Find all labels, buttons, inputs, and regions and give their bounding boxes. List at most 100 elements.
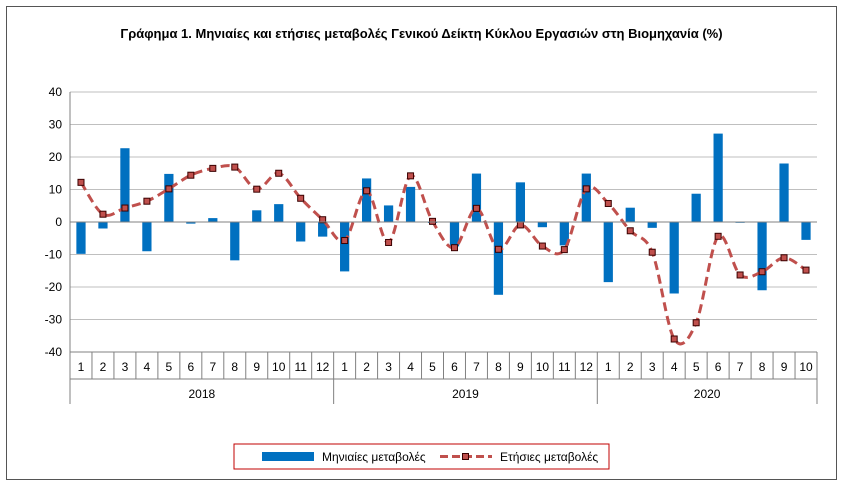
monthly-bars [76,133,811,295]
y-tick-label: 0 [55,215,62,229]
monthly-bar [340,222,350,272]
monthly-bar [164,173,174,222]
month-label: 7 [209,360,216,374]
y-tick-label: 40 [49,85,63,99]
y-tick-label: 30 [49,118,63,132]
month-label: 2 [627,360,634,374]
month-label: 3 [649,360,656,374]
monthly-bar [713,133,723,222]
annual-change-marker [165,185,173,193]
monthly-bar [76,222,86,254]
annual-change-marker [77,178,85,186]
month-label: 6 [451,360,458,374]
monthly-bar [142,222,152,252]
annual-line [77,163,810,346]
annual-change-marker [297,194,305,202]
monthly-bar [757,222,767,291]
month-label: 4 [144,360,151,374]
annual-change-marker [341,237,349,245]
annual-change-marker [626,227,634,235]
y-tick-label: -10 [45,248,63,262]
month-label: 9 [781,360,788,374]
monthly-bar [186,222,196,224]
annual-change-marker [231,163,239,171]
annual-change-marker [385,238,393,246]
month-label: 12 [580,360,594,374]
annual-change-marker [407,172,415,180]
y-tick-label: -40 [45,345,63,359]
month-label: 9 [517,360,524,374]
month-label: 8 [231,360,238,374]
monthly-bar [669,222,679,294]
month-label: 4 [671,360,678,374]
annual-change-marker [560,246,568,254]
annual-change-marker [363,187,371,195]
monthly-bar [296,222,306,242]
month-label: 11 [558,360,571,374]
year-label: 2018 [188,387,215,401]
monthly-bar [405,186,416,222]
monthly-bar [801,222,811,240]
chart-title: Γράφημα 1. Μηνιαίες και ετήσιες μεταβολέ… [120,26,723,41]
annual-change-marker [99,210,107,218]
month-label: 6 [187,360,194,374]
monthly-bar [449,222,460,247]
annual-change-marker [780,254,788,262]
monthly-bar [98,222,108,229]
annual-change-marker [582,185,590,193]
month-label: 10 [536,360,550,374]
annual-change-marker [494,245,502,253]
annual-change-marker [538,242,546,250]
legend-line-marker [462,453,469,460]
annual-change-marker [670,335,678,343]
month-label: 1 [78,360,85,374]
legend-line-label: Ετήσιες μεταβολές [500,450,598,464]
month-label: 12 [316,360,330,374]
annual-change-marker [802,266,810,274]
monthly-bar [274,204,284,222]
monthly-bar [318,222,328,237]
annual-change-marker [209,164,217,172]
month-label: 3 [122,360,129,374]
monthly-bar [647,222,657,228]
annual-change-marker [604,199,612,207]
month-label: 2 [363,360,370,374]
monthly-bar [537,222,547,228]
monthly-bar [383,205,394,222]
month-label: 7 [737,360,744,374]
annual-change-marker [472,204,480,212]
annual-change-marker [758,268,766,276]
y-tick-label: -30 [45,313,63,327]
month-label: 7 [473,360,480,374]
annual-change-marker [187,171,195,179]
monthly-bar [625,207,635,222]
month-label: 9 [253,360,260,374]
month-label: 2 [100,360,107,374]
month-label: 1 [341,360,348,374]
annual-change-marker [429,217,437,225]
month-label: 8 [495,360,502,374]
month-label: 8 [759,360,766,374]
annual-change-marker [253,185,261,193]
monthly-bar [559,222,569,246]
monthly-bar [120,148,130,222]
month-label: 11 [294,360,307,374]
annual-change-marker [736,271,744,279]
month-label: 5 [429,360,436,374]
month-label: 5 [693,360,700,374]
annual-change-marker [714,232,722,240]
month-label: 3 [385,360,392,374]
month-label: 6 [715,360,722,374]
monthly-bar [361,178,372,222]
month-label: 5 [166,360,173,374]
month-label: 1 [605,360,612,374]
annual-change-marker [319,216,327,224]
y-tick-label: -20 [45,280,63,294]
monthly-bar [515,182,526,222]
y-tick-label: 20 [49,150,63,164]
month-label: 4 [407,360,414,374]
monthly-bar [493,222,504,295]
legend-bar-swatch [262,452,314,461]
